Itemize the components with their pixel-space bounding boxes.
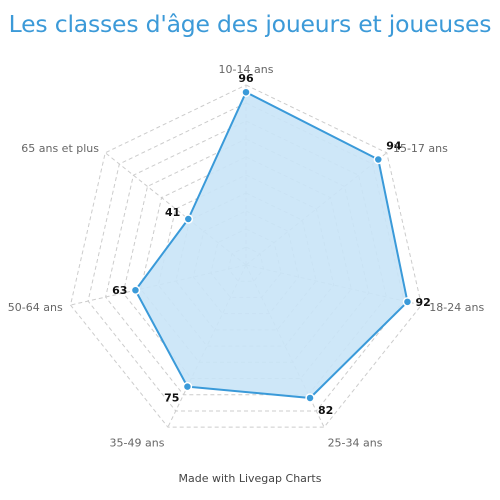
data-point [182,381,193,392]
value-label: 63 [112,284,127,297]
category-label: 35-49 ans [110,436,165,449]
value-label: 75 [164,392,179,405]
grid-ring [140,156,352,363]
category-label: 10-14 ans [219,63,274,76]
data-point [183,214,194,224]
chart-title: Les classes d'âge des joueurs et joueuse… [8,10,492,38]
value-label: 41 [165,206,180,219]
credit-footer: Made with Livegap Charts [178,472,322,485]
radar-series [130,87,413,403]
value-label: 96 [238,72,254,85]
data-point [305,393,315,403]
data-point [373,154,384,165]
grid-ring [69,84,423,428]
data-point [402,297,413,307]
value-label: 94 [386,140,402,153]
radar-labels: 96 94 92 82 75 63 41 10-14 ans 15-17 ans 18-24 an… [8,63,485,449]
value-label: 82 [318,404,333,417]
category-label: 50-64 ans [8,301,63,314]
grid-ring [105,120,387,396]
category-label: 18-24 ans [429,301,484,314]
data-point [130,285,141,295]
category-label: 15-17 ans [393,142,448,155]
category-label: 65 ans et plus [21,142,99,155]
data-point [241,87,251,97]
category-label: 25-34 ans [328,436,383,449]
value-label: 92 [415,296,430,309]
series-area [134,91,409,399]
